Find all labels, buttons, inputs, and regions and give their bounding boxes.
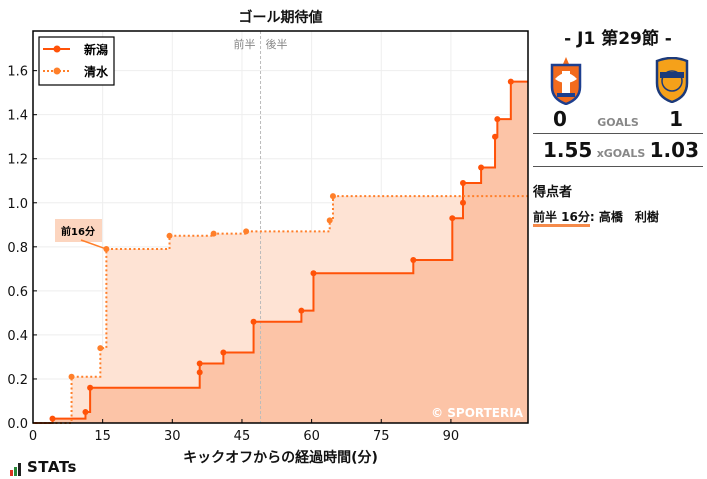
annotation: 前16分	[55, 219, 107, 250]
legend-shimizu: 清水	[84, 64, 109, 79]
data-point	[220, 349, 227, 356]
data-point	[298, 307, 305, 314]
data-point	[82, 408, 89, 415]
data-point	[507, 78, 514, 85]
data-point	[410, 257, 417, 264]
x-tick-label: 90	[443, 429, 460, 444]
y-tick-label: 0.2	[7, 373, 28, 388]
home-xg: 1.55	[543, 138, 593, 162]
series-line-0	[33, 80, 528, 424]
y-tick-label: 1.4	[7, 109, 28, 124]
stats-logo: STATs	[10, 458, 77, 476]
scorer-time: 前半 16分	[533, 210, 590, 227]
away-goals: 1	[669, 107, 683, 131]
legend-niigata: 新潟	[84, 42, 108, 57]
watermark: © SPORTERIA	[431, 406, 524, 420]
data-point	[449, 215, 456, 222]
y-tick-label: 1.6	[7, 65, 28, 80]
data-point	[326, 217, 333, 224]
data-point	[492, 133, 499, 140]
data-point	[459, 179, 466, 186]
niigata-crest-icon	[550, 57, 582, 105]
x-tick-label: 75	[373, 429, 390, 444]
data-point	[243, 228, 250, 235]
goals-label: GOALS	[597, 116, 639, 129]
data-point	[166, 232, 173, 239]
data-point	[210, 230, 217, 237]
legend: 新潟 清水	[38, 36, 115, 86]
plot-frame	[32, 30, 529, 424]
y-tick-label: 1.0	[7, 197, 28, 212]
scorer-entry: 前半 16分: 高橋 利樹	[533, 208, 703, 227]
y-tick-label: 0.6	[7, 285, 28, 300]
x-tick-label: 45	[234, 429, 251, 444]
y-tick-label: 0.0	[7, 417, 28, 432]
y-tick-label: 0.8	[7, 241, 28, 256]
data-point	[478, 164, 485, 171]
first-half-label: 前半	[234, 37, 256, 51]
shimizu-crest-icon	[655, 57, 689, 103]
second-half-label: 後半	[266, 37, 288, 51]
away-xg: 1.03	[649, 138, 699, 162]
data-point	[494, 116, 501, 123]
axis-ticks: 0 15 30 45 60 75 90 0.0 0.2 0.4 0.6 0.8 1.0 1.2 1.4 1.6	[7, 65, 459, 444]
x-tick-label: 15	[94, 429, 111, 444]
data-point	[97, 345, 104, 352]
data-point	[87, 384, 94, 391]
data-point	[196, 360, 203, 367]
data-point	[310, 270, 317, 277]
data-point	[68, 373, 75, 380]
data-point	[250, 318, 257, 325]
x-axis-label: キックオフからの経過時間(分)	[183, 450, 378, 466]
scorers-title: 得点者	[533, 185, 573, 200]
data-point	[196, 369, 203, 376]
round-title: - J1 第29節 -	[564, 29, 672, 49]
home-goals: 0	[553, 107, 567, 131]
series-lines	[33, 78, 528, 424]
match-summary: - J1 第29節 - 0 GOALS 1 1.55 xGOALS 1.03 得…	[533, 24, 703, 227]
series-fills	[33, 81, 528, 424]
brand-name: STATs	[27, 458, 77, 476]
chart-title: ゴール期待値	[238, 10, 323, 26]
scorer-name: : 高橋 利樹	[589, 210, 659, 224]
data-point	[459, 199, 466, 206]
y-tick-label: 1.2	[7, 153, 28, 168]
xgoals-label: xGOALS	[596, 147, 646, 160]
data-point	[49, 415, 56, 422]
goals-row: 0 GOALS 1	[533, 107, 703, 134]
annotation-label: 前16分	[61, 225, 95, 238]
bar-chart-icon	[10, 458, 22, 476]
x-tick-label: 0	[29, 429, 37, 444]
data-point	[329, 193, 336, 200]
y-tick-label: 0.4	[7, 329, 28, 344]
xgoals-row: 1.55 xGOALS 1.03	[533, 138, 703, 167]
x-tick-label: 60	[303, 429, 320, 444]
x-tick-label: 30	[164, 429, 181, 444]
